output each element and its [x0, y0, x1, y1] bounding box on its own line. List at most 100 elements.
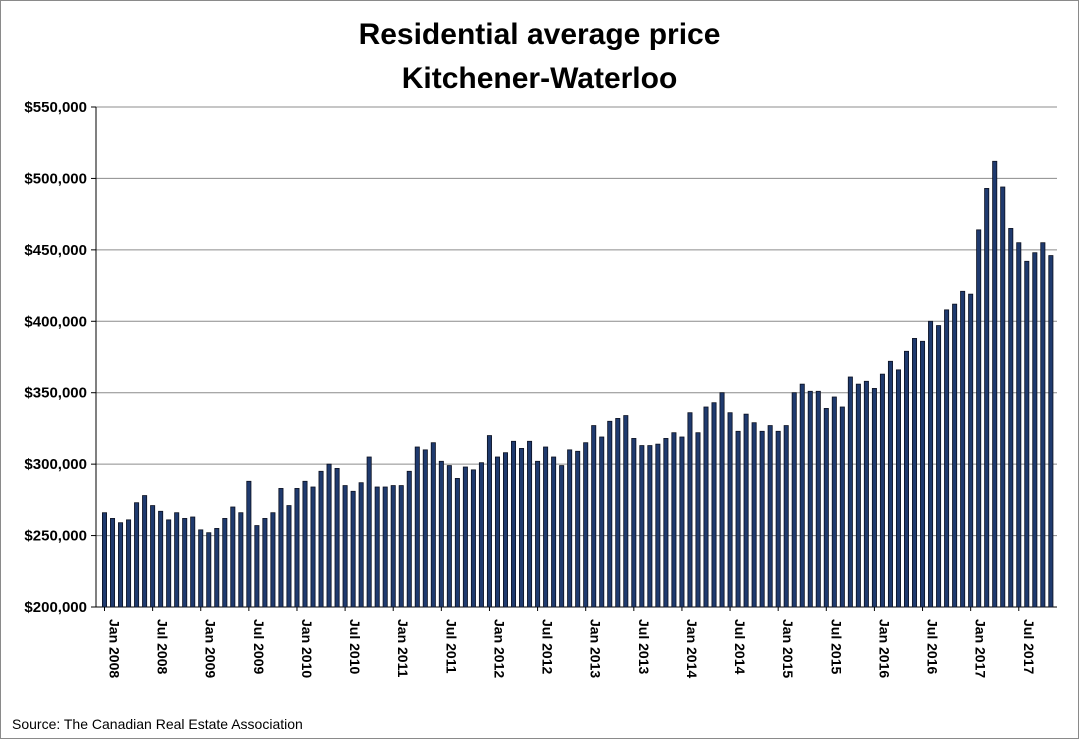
bar [944, 309, 950, 608]
bar [599, 436, 605, 608]
bar [102, 512, 108, 608]
bar [960, 290, 966, 608]
bar [992, 160, 998, 608]
bar [126, 519, 132, 608]
bar [751, 422, 757, 608]
bar [655, 443, 661, 608]
x-tick-label: Jul 2009 [251, 619, 267, 674]
bar [855, 383, 861, 608]
bar [807, 390, 813, 608]
bar [486, 435, 492, 608]
x-tick-label: Jul 2010 [347, 619, 363, 674]
bar [182, 518, 188, 608]
bar [823, 408, 829, 608]
bar [679, 436, 685, 608]
bar [783, 425, 789, 608]
x-tick-label: Jan 2017 [973, 619, 989, 678]
bar [406, 470, 412, 608]
bar [719, 392, 725, 608]
bar [831, 396, 837, 608]
bar [535, 460, 541, 608]
bar [446, 465, 452, 608]
y-tick-label: $300,000 [24, 456, 87, 473]
bar [791, 392, 797, 608]
bar [839, 406, 845, 608]
bar [302, 480, 308, 608]
bar [206, 532, 212, 608]
bar [775, 430, 781, 608]
bar [976, 229, 982, 608]
bar [382, 486, 388, 608]
bar [214, 528, 220, 608]
bar [743, 413, 749, 608]
bar [1032, 252, 1038, 608]
y-tick-label: $500,000 [24, 170, 87, 187]
bar [398, 485, 404, 608]
bar [695, 432, 701, 608]
x-tick-label: Jan 2013 [588, 619, 604, 678]
bar [238, 512, 244, 608]
bar [190, 516, 196, 608]
bar [342, 485, 348, 608]
bar [519, 448, 525, 608]
x-tick-label: Jan 2010 [299, 619, 315, 678]
bar [150, 505, 156, 608]
bar [863, 380, 869, 608]
x-tick-label: Jul 2012 [540, 619, 556, 674]
bar [895, 369, 901, 608]
bar [478, 462, 484, 608]
bar [334, 468, 340, 608]
bar [727, 412, 733, 608]
bar [759, 430, 765, 608]
bar [270, 512, 276, 608]
bar [527, 440, 533, 608]
bar [350, 490, 356, 608]
bar [134, 502, 140, 608]
x-tick-label: Jul 2013 [636, 619, 652, 674]
bar [663, 438, 669, 608]
bar [984, 188, 990, 608]
bar [158, 510, 164, 608]
bar [871, 388, 877, 608]
bar [543, 446, 549, 608]
bar [968, 293, 974, 608]
bar [462, 466, 468, 608]
y-tick-label: $350,000 [24, 385, 87, 402]
bar [430, 442, 436, 608]
bar [366, 456, 372, 608]
bar [511, 440, 517, 608]
bar [767, 425, 773, 608]
chart-subtitle: Kitchener-Waterloo [401, 62, 678, 95]
bar [703, 406, 709, 608]
bar [438, 460, 444, 608]
x-tick-label: Jan 2016 [876, 619, 892, 678]
bar [815, 390, 821, 608]
bar [1048, 255, 1054, 608]
bar [647, 445, 653, 608]
bar [575, 450, 581, 608]
x-tick-label: Jul 2011 [443, 619, 459, 674]
y-tick-label: $450,000 [24, 242, 87, 259]
x-tick-label: Jul 2017 [1021, 619, 1037, 674]
bar [222, 518, 228, 608]
bar [847, 376, 853, 608]
y-tick-label: $400,000 [24, 313, 87, 330]
bar [928, 320, 934, 608]
bar [110, 518, 116, 608]
bar [414, 446, 420, 608]
bar [887, 360, 893, 608]
bar [1016, 242, 1022, 608]
bar [390, 485, 396, 608]
bar [374, 486, 380, 608]
x-tick-label: Jan 2011 [395, 619, 411, 678]
x-tick-label: Jan 2012 [491, 619, 507, 678]
x-tick-label: Jan 2008 [107, 619, 123, 678]
bar [591, 425, 597, 608]
bar [454, 478, 460, 608]
bar [422, 449, 428, 608]
bar [174, 512, 180, 608]
bar [1040, 242, 1046, 608]
bar [799, 383, 805, 608]
x-tick-label: Jan 2009 [203, 619, 219, 678]
